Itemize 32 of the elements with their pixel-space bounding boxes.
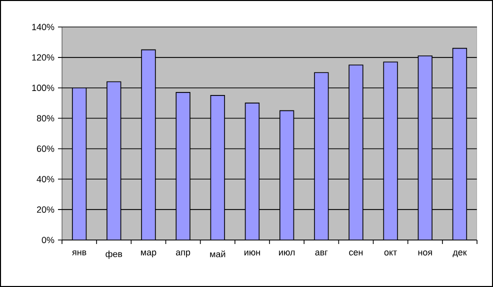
bar bbox=[210, 95, 225, 240]
y-tick-label: 80% bbox=[36, 115, 54, 122]
x-tick-label: май bbox=[210, 250, 226, 258]
bar bbox=[314, 72, 329, 240]
bar bbox=[244, 102, 260, 240]
bar bbox=[348, 64, 364, 240]
x-tick-label: мар bbox=[141, 250, 156, 258]
x-tick-label: июл bbox=[279, 250, 295, 256]
bar bbox=[452, 48, 468, 240]
bar bbox=[383, 62, 398, 240]
bar bbox=[176, 92, 190, 240]
bar bbox=[279, 110, 294, 240]
y-tick-label: 100% bbox=[32, 84, 54, 92]
bar bbox=[418, 56, 432, 240]
y-tick-label: 140% bbox=[32, 24, 54, 30]
bar bbox=[72, 87, 87, 240]
x-tick-label: дек bbox=[452, 250, 467, 258]
x-tick-label: янв bbox=[72, 250, 86, 256]
y-tick-label: 20% bbox=[36, 206, 54, 213]
y-tick-label: 60% bbox=[36, 146, 54, 152]
x-tick-label: сен bbox=[349, 250, 363, 256]
y-tick-label: 40% bbox=[36, 176, 54, 182]
x-tick-label: ноя bbox=[418, 250, 432, 256]
x-tick-label: фев bbox=[106, 250, 122, 259]
x-tick-label: окт bbox=[384, 250, 397, 256]
x-tick-label: авг bbox=[315, 250, 328, 256]
x-tick-label: апр bbox=[176, 250, 190, 258]
bar bbox=[106, 81, 122, 240]
y-tick-label: 120% bbox=[32, 54, 54, 61]
y-tick-label: 0% bbox=[42, 236, 54, 244]
x-tick-label: июн bbox=[244, 250, 260, 256]
bar bbox=[141, 49, 156, 240]
